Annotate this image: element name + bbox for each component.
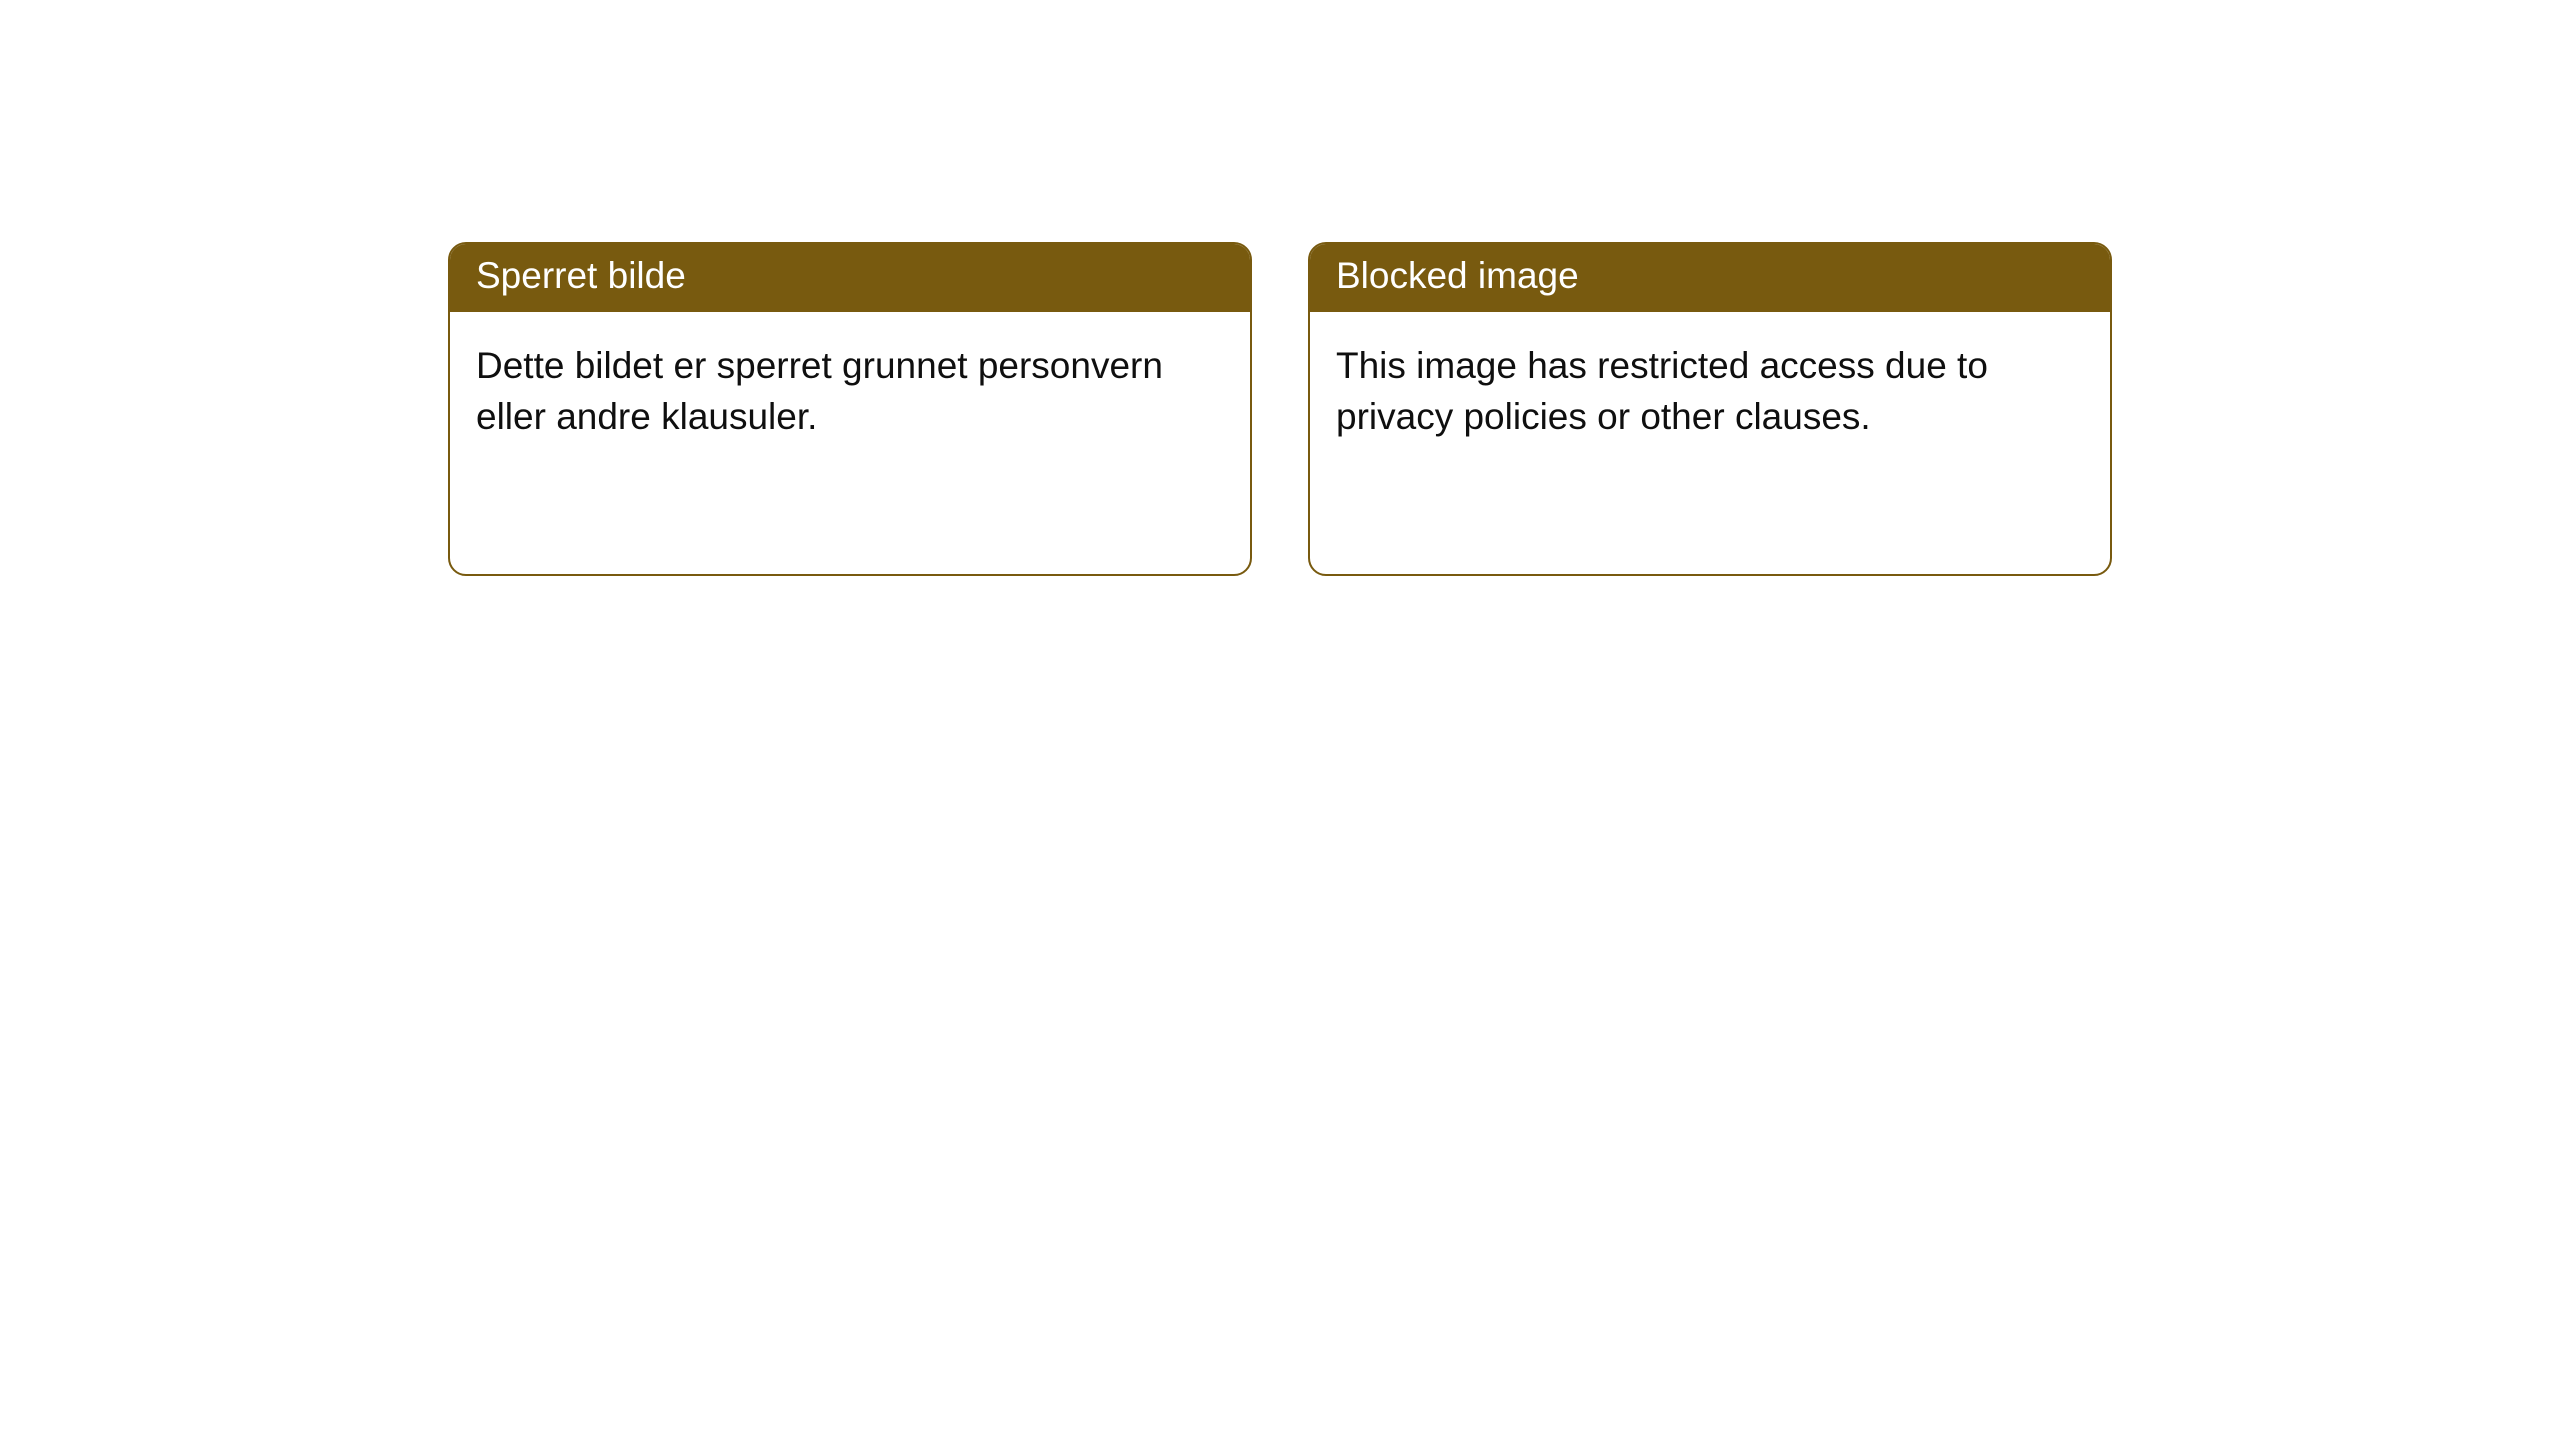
notice-body-norwegian: Dette bildet er sperret grunnet personve… (450, 312, 1250, 470)
notice-body-english: This image has restricted access due to … (1310, 312, 2110, 470)
notice-title-norwegian: Sperret bilde (450, 244, 1250, 312)
notice-card-norwegian: Sperret bilde Dette bildet er sperret gr… (448, 242, 1252, 576)
notice-container: Sperret bilde Dette bildet er sperret gr… (448, 242, 2112, 576)
notice-title-english: Blocked image (1310, 244, 2110, 312)
notice-card-english: Blocked image This image has restricted … (1308, 242, 2112, 576)
